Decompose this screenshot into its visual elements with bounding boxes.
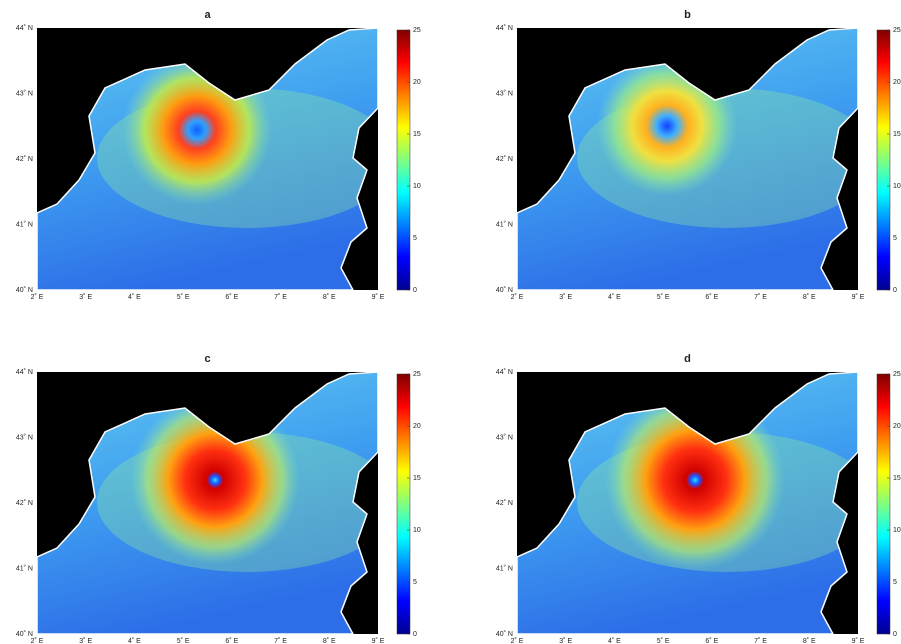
lat-label: 41˚ N (16, 220, 33, 228)
colorbar (396, 29, 411, 291)
colorbar-label: 20 (893, 423, 901, 430)
colorbar-label: 20 (413, 423, 421, 430)
lat-label: 40˚ N (16, 630, 33, 638)
lon-label: 9˚ E (372, 293, 385, 301)
colorbar-label: 20 (893, 79, 901, 86)
lon-label: 8˚ E (323, 293, 336, 301)
lon-label: 7˚ E (754, 293, 767, 301)
lon-label: 3˚ E (79, 637, 92, 644)
lon-label: 8˚ E (803, 637, 816, 644)
lon-label: 7˚ E (754, 637, 767, 644)
lat-label: 42˚ N (496, 155, 513, 163)
lon-label: 8˚ E (803, 293, 816, 301)
lat-label: 42˚ N (16, 155, 33, 163)
lon-label: 7˚ E (274, 637, 287, 644)
lat-label: 44˚ N (496, 368, 513, 376)
colorbar-label: 15 (413, 475, 421, 482)
coast-outline (36, 27, 379, 291)
colorbar (396, 373, 411, 635)
map-panel: d 40˚ N 41˚ N 42˚ N 43˚ N 44˚ N 2˚ E 3˚ E 4˚ E 5˚… (496, 353, 901, 644)
lon-label: 6˚ E (225, 293, 238, 301)
map-panel: a 40˚ N 41˚ N 42˚ N 43˚ N 44˚ N 2˚ E 3˚ E 4˚ E 5˚… (16, 9, 421, 301)
lon-label: 3˚ E (559, 293, 572, 301)
lon-label: 9˚ E (852, 637, 865, 644)
colorbar-label: 5 (413, 235, 417, 242)
lon-label: 6˚ E (705, 637, 718, 644)
panel-title: d (684, 353, 691, 365)
lon-label: 2˚ E (511, 637, 524, 644)
lon-label: 2˚ E (31, 293, 44, 301)
lat-label: 40˚ N (496, 286, 513, 294)
colorbar (876, 29, 891, 291)
lat-label: 44˚ N (16, 368, 33, 376)
lon-label: 6˚ E (705, 293, 718, 301)
colorbar-label: 20 (413, 79, 421, 86)
colorbar-label: 15 (413, 131, 421, 138)
lat-label: 42˚ N (16, 499, 33, 507)
coast-outline (36, 371, 379, 635)
lon-label: 4˚ E (608, 293, 621, 301)
panel-title: a (204, 9, 211, 21)
lon-label: 4˚ E (128, 637, 141, 644)
colorbar-label: 5 (413, 579, 417, 586)
lat-label: 44˚ N (16, 24, 33, 32)
colorbar-label: 25 (413, 27, 421, 34)
colorbar (876, 373, 891, 635)
lat-label: 43˚ N (496, 433, 513, 441)
lon-label: 3˚ E (559, 637, 572, 644)
lon-label: 6˚ E (225, 637, 238, 644)
lon-label: 5˚ E (657, 293, 670, 301)
coast-outline (516, 27, 859, 291)
colorbar-label: 15 (893, 475, 901, 482)
lat-label: 42˚ N (496, 499, 513, 507)
lon-label: 5˚ E (177, 293, 190, 301)
lon-label: 2˚ E (31, 637, 44, 644)
lon-label: 3˚ E (79, 293, 92, 301)
map-panel: b 40˚ N 41˚ N 42˚ N 43˚ N 44˚ N 2˚ E 3˚ E 4˚ E 5˚… (496, 9, 901, 301)
lon-label: 4˚ E (608, 637, 621, 644)
lon-label: 7˚ E (274, 293, 287, 301)
colorbar-label: 10 (893, 183, 901, 190)
colorbar-label: 10 (893, 527, 901, 534)
colorbar-label: 25 (413, 371, 421, 378)
colorbar-label: 15 (893, 131, 901, 138)
colorbar-label: 25 (893, 371, 901, 378)
colorbar-label: 10 (413, 183, 421, 190)
lon-label: 9˚ E (372, 637, 385, 644)
lat-label: 41˚ N (16, 564, 33, 572)
lat-label: 40˚ N (496, 630, 513, 638)
lon-label: 4˚ E (128, 293, 141, 301)
colorbar-label: 5 (893, 235, 897, 242)
colorbar-label: 0 (893, 287, 897, 294)
lat-label: 41˚ N (496, 564, 513, 572)
lon-label: 8˚ E (323, 637, 336, 644)
lon-label: 5˚ E (657, 637, 670, 644)
lat-label: 40˚ N (16, 286, 33, 294)
panel-title: c (204, 353, 210, 365)
colorbar-label: 10 (413, 527, 421, 534)
coast-outline (516, 371, 859, 635)
colorbar-label: 0 (413, 631, 417, 638)
lat-label: 43˚ N (16, 89, 33, 97)
lat-label: 41˚ N (496, 220, 513, 228)
map-panel: c 40˚ N 41˚ N 42˚ N 43˚ N 44˚ N 2˚ E 3˚ E 4˚ E 5˚… (16, 353, 421, 644)
lat-label: 44˚ N (496, 24, 513, 32)
colorbar-label: 0 (893, 631, 897, 638)
colorbar-label: 5 (893, 579, 897, 586)
colorbar-label: 0 (413, 287, 417, 294)
lon-label: 2˚ E (511, 293, 524, 301)
lat-label: 43˚ N (16, 433, 33, 441)
lon-label: 9˚ E (852, 293, 865, 301)
lat-label: 43˚ N (496, 89, 513, 97)
colorbar-label: 25 (893, 27, 901, 34)
lon-label: 5˚ E (177, 637, 190, 644)
panel-title: b (684, 9, 691, 21)
